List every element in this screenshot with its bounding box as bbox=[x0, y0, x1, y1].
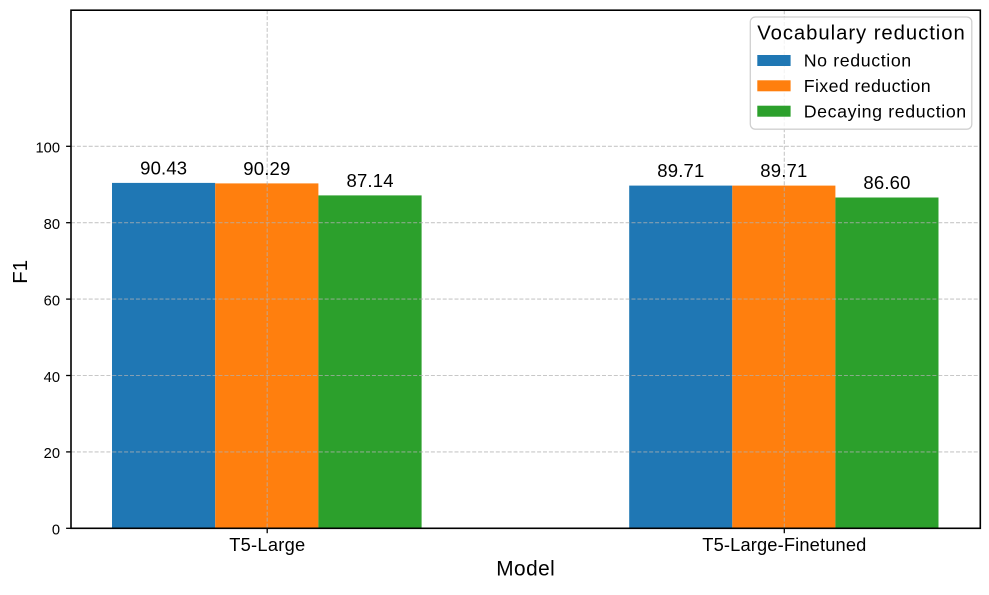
svg-text:No reduction: No reduction bbox=[804, 51, 912, 71]
svg-text:89.71: 89.71 bbox=[760, 160, 807, 181]
svg-text:60: 60 bbox=[44, 293, 60, 309]
svg-text:86.60: 86.60 bbox=[863, 172, 910, 193]
svg-text:T5-Large: T5-Large bbox=[229, 534, 305, 555]
svg-text:T5-Large-Finetuned: T5-Large-Finetuned bbox=[702, 534, 866, 555]
svg-text:100: 100 bbox=[35, 141, 60, 157]
svg-text:Vocabulary reduction: Vocabulary reduction bbox=[757, 23, 965, 45]
svg-text:0: 0 bbox=[52, 523, 60, 539]
svg-text:F1: F1 bbox=[10, 260, 32, 284]
svg-text:20: 20 bbox=[44, 446, 60, 462]
svg-text:40: 40 bbox=[44, 370, 60, 386]
svg-text:89.71: 89.71 bbox=[657, 160, 704, 181]
svg-text:90.29: 90.29 bbox=[243, 158, 290, 179]
svg-text:Decaying reduction: Decaying reduction bbox=[804, 101, 967, 121]
svg-text:Fixed reduction: Fixed reduction bbox=[804, 76, 931, 96]
svg-text:80: 80 bbox=[44, 217, 60, 233]
svg-text:87.14: 87.14 bbox=[347, 170, 394, 191]
svg-text:Model: Model bbox=[496, 558, 555, 581]
svg-text:90.43: 90.43 bbox=[140, 157, 187, 178]
